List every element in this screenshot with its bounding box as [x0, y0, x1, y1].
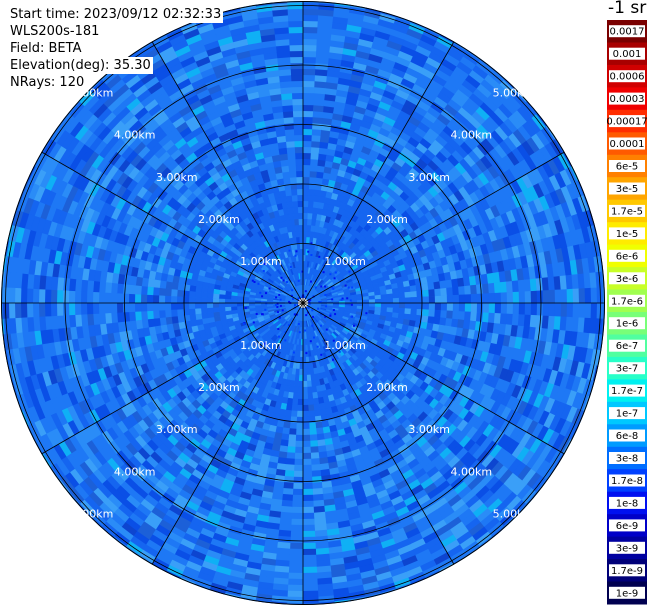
colorbar-label: 6e-7	[616, 341, 639, 352]
colorbar-label-bg	[609, 70, 645, 83]
colorbar: 0.0017 0.001 0.0006 0.0003 0.00017 0.0001 6e-5…	[607, 20, 647, 605]
ring-label-1km-2: 1.00km	[240, 339, 282, 352]
colorbar-label: 0.0006	[610, 72, 645, 83]
colorbar-label: 1.7e-9	[611, 566, 643, 577]
colorbar-label-bg	[609, 272, 645, 285]
beta-field	[1, 1, 605, 605]
polar-grid	[1, 1, 605, 605]
ring-label-4km-0: 4.00km	[114, 129, 156, 142]
colorbar-label-bg	[609, 496, 645, 509]
colorbar-label: 1e-7	[616, 409, 639, 420]
ring-label-2km-1: 2.00km	[366, 213, 408, 226]
ring-label-2km-0: 2.00km	[198, 213, 240, 226]
colorbar-label: 6e-6	[616, 251, 639, 262]
colorbar-label: 3e-7	[616, 364, 639, 375]
ring-label-5km-2: 5.00km	[72, 507, 114, 520]
colorbar-label: 3e-6	[616, 274, 639, 285]
colorbar-label: 0.0001	[610, 139, 645, 150]
colorbar-label: 0.00017	[607, 117, 647, 128]
colorbar-unit-label: -1 sr	[606, 0, 647, 18]
colorbar-label: 6e-8	[616, 431, 639, 442]
ring-label-1km-0: 1.00km	[240, 255, 282, 268]
colorbar-label: 6e-5	[616, 162, 639, 173]
colorbar-label-bg	[609, 317, 645, 330]
colorbar-label: 1.7e-5	[611, 206, 643, 217]
colorbar-label: 0.0017	[610, 27, 645, 38]
colorbar-label-bg	[609, 474, 645, 487]
colorbar-label: 3e-9	[616, 543, 639, 554]
colorbar-label-bg	[609, 339, 645, 352]
colorbar-label-bg	[609, 160, 645, 172]
ring-label-4km-3: 4.00km	[451, 465, 493, 478]
colorbar-label-bg	[609, 407, 645, 420]
ring-label-2km-2: 2.00km	[198, 381, 240, 394]
ring-label-3km-3: 3.00km	[408, 423, 450, 436]
colorbar-label-bg	[609, 115, 645, 128]
colorbar-label-bg	[609, 182, 645, 195]
elevation-text: Elevation(deg): 35.30	[0, 57, 153, 74]
colorbar-label: 1e-8	[616, 498, 639, 509]
ring-label-5km-3: 5.00km	[493, 507, 535, 520]
ring-label-2km-3: 2.00km	[366, 381, 408, 394]
ring-label-3km-1: 3.00km	[408, 171, 450, 184]
colorbar-label-bg	[609, 362, 645, 375]
colorbar-label: 1.7e-6	[611, 296, 643, 307]
colorbar-label: 1e-6	[616, 319, 639, 330]
colorbar-label-bg	[609, 564, 645, 577]
field-text: Field: BETA	[0, 40, 84, 57]
ring-label-1km-3: 1.00km	[324, 339, 366, 352]
ring-label-1km-1: 1.00km	[324, 255, 366, 268]
colorbar-label-bg	[609, 294, 645, 307]
ring-label-3km-2: 3.00km	[156, 423, 198, 436]
colorbar-label-bg	[609, 541, 645, 554]
colorbar-label-bg	[609, 519, 645, 532]
colorbar-label: 1.7e-8	[611, 476, 643, 487]
colorbar-label: 3e-5	[616, 184, 639, 195]
colorbar-label-bg	[609, 25, 645, 38]
colorbar-label-bg	[609, 249, 645, 262]
range-ring-labels: 1.00km 1.00km 1.00km 1.00km 2.00km 2.00km 2.00…	[72, 87, 534, 521]
colorbar-label: 1.7e-7	[611, 386, 643, 397]
nrays-text: NRays: 120	[0, 74, 87, 91]
colorbar-label-bg	[609, 586, 645, 599]
instrument-text: WLS200s-181	[0, 23, 102, 40]
colorbar-label: 1e-5	[616, 229, 639, 240]
azimuth-line-150	[41, 151, 565, 455]
colorbar-label: 1e-9	[616, 588, 639, 599]
colorbar-label-bg	[609, 227, 645, 240]
ppi-plot: 1.00km 1.00km 1.00km 1.00km 2.00km 2.00km 2.00…	[1, 1, 605, 605]
colorbar-label-bg	[609, 47, 645, 60]
colorbar-label-bg	[609, 204, 645, 217]
colorbar-label: 3e-8	[616, 454, 639, 465]
ring-label-3km-0: 3.00km	[156, 171, 198, 184]
colorbar-label-bg	[609, 452, 645, 464]
ring-label-4km-2: 4.00km	[114, 465, 156, 478]
start-time-text: Start time: 2023/09/12 02:32:33	[0, 6, 224, 23]
colorbar-label-bg	[609, 384, 645, 397]
colorbar-label: 0.001	[613, 49, 642, 60]
colorbar-label: 0.0003	[610, 94, 645, 105]
colorbar-label-bg	[609, 92, 645, 105]
ring-label-5km-1: 5.00km	[493, 87, 535, 100]
colorbar-label-bg	[609, 137, 645, 150]
scan-info-panel: Start time: 2023/09/12 02:32:33 WLS200s-…	[0, 6, 224, 91]
colorbar-label: 6e-9	[616, 521, 639, 532]
colorbar-label-bg	[609, 429, 645, 442]
ring-label-4km-1: 4.00km	[451, 129, 493, 142]
